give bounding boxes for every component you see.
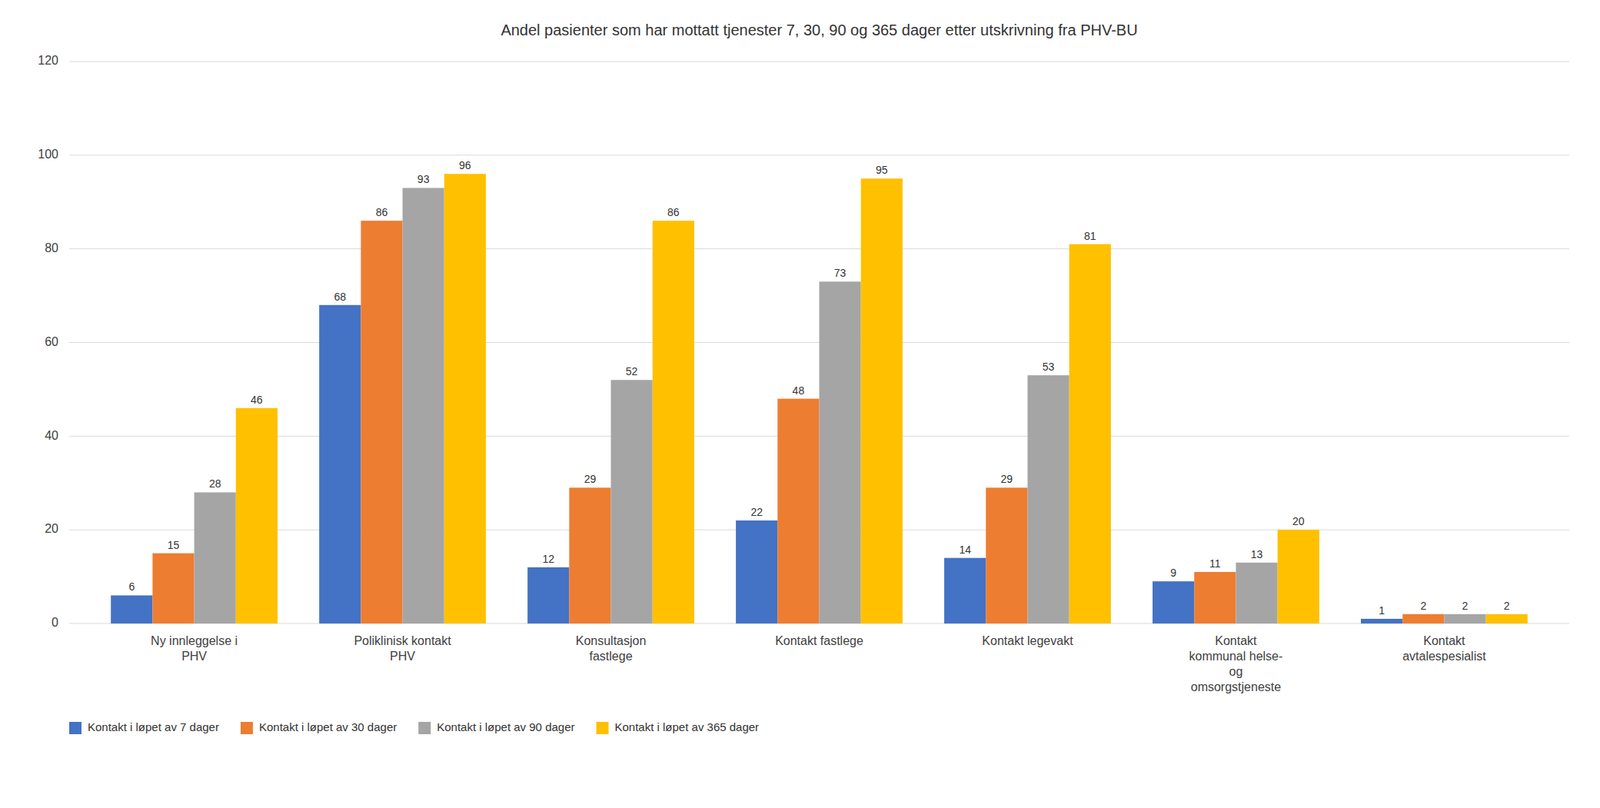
data-label: 15 — [167, 538, 180, 552]
bar — [1027, 375, 1069, 624]
data-label: 2 — [1503, 599, 1511, 613]
title: Andel pasienter som har mottatt tjeneste… — [500, 21, 1138, 39]
data-label: 86 — [667, 206, 680, 219]
grid-line — [69, 61, 1570, 63]
bar — [1402, 614, 1444, 624]
bar — [152, 553, 194, 624]
bar — [194, 492, 237, 624]
bar — [568, 487, 611, 624]
legend-label: Kontakt i løpet av 90 dager — [436, 720, 575, 734]
y-tick-label: 20 — [44, 522, 59, 536]
data-label: 22 — [750, 505, 763, 519]
data-label: 52 — [625, 365, 639, 378]
data-label: 73 — [834, 266, 847, 280]
y-tick-label: 60 — [44, 335, 59, 349]
data-label: 96 — [459, 159, 472, 172]
bar — [1152, 581, 1195, 624]
legend-label: Kontakt i løpet av 365 dager — [615, 720, 760, 734]
bar — [110, 595, 153, 624]
x-tick-label: Poliklinisk kontaktPHV — [353, 634, 452, 663]
bar — [402, 187, 445, 624]
data-label: 2 — [1462, 599, 1469, 613]
bar — [1235, 562, 1278, 624]
bar — [735, 520, 778, 624]
bar — [236, 408, 278, 624]
legend-swatch — [418, 721, 431, 735]
bar — [611, 379, 653, 624]
bar — [861, 178, 903, 624]
x-tick-label: Kontaktavtalespesialist — [1402, 634, 1487, 663]
data-label: 86 — [375, 206, 389, 219]
data-label: 28 — [209, 477, 222, 490]
bar — [1277, 529, 1320, 624]
y-tick-label: 100 — [37, 147, 59, 161]
data-label: 81 — [1084, 229, 1097, 243]
x-tick-label: Kontaktkommunal helse-ogomsorgstjeneste — [1189, 634, 1284, 694]
legend-item: Kontakt i løpet av 365 dager — [596, 720, 760, 735]
data-label: 9 — [1170, 566, 1177, 579]
bar — [319, 305, 361, 624]
grid-line — [69, 248, 1570, 250]
data-label: 11 — [1209, 557, 1221, 570]
y-tick-label: 40 — [44, 429, 59, 443]
grid-line — [69, 154, 1570, 156]
x-tick-label: Kontakt legevakt — [981, 634, 1074, 648]
data-label: 48 — [792, 384, 805, 397]
bar — [1443, 614, 1486, 624]
data-label: 14 — [958, 543, 972, 556]
legend-item: Kontakt i løpet av 7 dager — [69, 720, 220, 735]
bar — [527, 567, 569, 624]
data-label: 2 — [1420, 599, 1427, 613]
x-tick-label: Kontakt fastlege — [775, 634, 864, 648]
data-label: 68 — [333, 290, 346, 303]
chart: 0204060801001206681222149115862948291122… — [0, 0, 1600, 808]
bar — [1360, 618, 1403, 624]
bar — [360, 220, 403, 624]
legend-label: Kontakt i løpet av 7 dager — [87, 720, 220, 734]
bar — [652, 220, 695, 624]
data-label: 93 — [417, 172, 430, 186]
data-label: 46 — [250, 393, 263, 406]
data-label: 53 — [1042, 360, 1055, 373]
legend-swatch — [69, 721, 82, 735]
data-labels: 6 68 12 22 14 9 1 15 86 29 48 29 11 2 28 93 52 73 53 13 2 46 9… — [128, 159, 1510, 617]
data-label: 20 — [1292, 515, 1305, 528]
data-label: 29 — [1001, 472, 1014, 486]
bar — [444, 173, 486, 624]
legend: Kontakt i løpet av 7 dager Kontakt i løpe… — [69, 720, 759, 735]
bar — [944, 558, 986, 624]
bar — [777, 399, 819, 624]
legend-swatch — [596, 721, 609, 735]
x-tick-label: Ny innleggelse iPHV — [150, 634, 238, 663]
bar — [819, 281, 862, 624]
data-label: 95 — [875, 163, 889, 177]
legend-swatch — [240, 721, 253, 735]
data-label: 6 — [128, 580, 135, 593]
y-tick-label: 0 — [51, 615, 59, 629]
data-label: 12 — [542, 552, 555, 566]
grid — [69, 61, 1570, 624]
y-tick-label: 80 — [44, 241, 59, 255]
bar — [1069, 244, 1112, 624]
legend-label: Kontakt i løpet av 30 dager — [259, 720, 397, 734]
bar — [1194, 572, 1236, 624]
x-tick-label: Konsultasjonfastlege — [575, 634, 647, 663]
y-tick-label: 120 — [37, 53, 59, 67]
bar — [1486, 614, 1528, 624]
bars — [110, 173, 1528, 624]
legend-item: Kontakt i løpet av 90 dager — [418, 720, 575, 735]
legend-item: Kontakt i løpet av 30 dager — [240, 720, 397, 735]
data-label: 29 — [584, 472, 597, 486]
bar — [985, 487, 1028, 624]
data-label: 1 — [1378, 604, 1385, 617]
data-label: 13 — [1250, 548, 1264, 561]
